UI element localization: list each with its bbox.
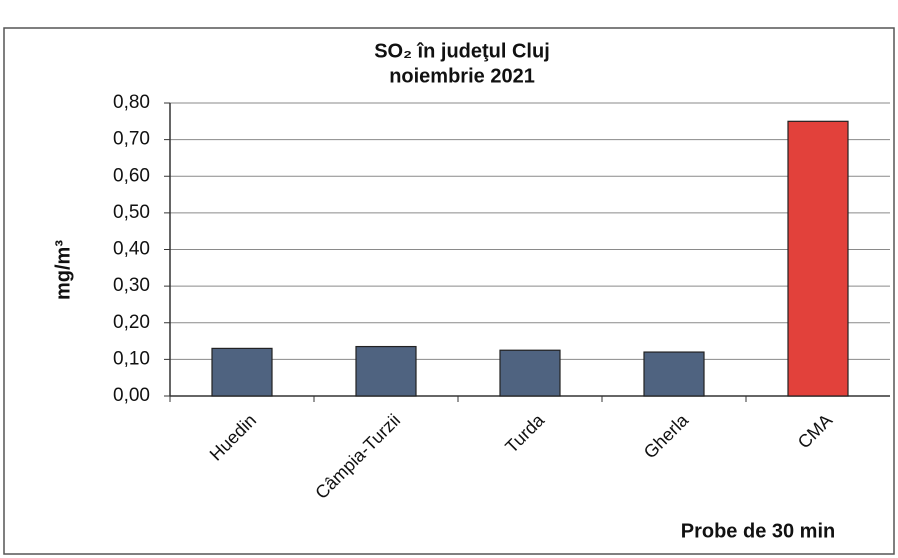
y-tick-label: 0,50 xyxy=(113,202,150,223)
chart-title: SO₂ în judeţul Cluj xyxy=(374,40,550,62)
y-tick-label: 0,30 xyxy=(113,275,150,296)
y-tick-label: 0,60 xyxy=(113,165,150,186)
y-tick-label: 0,20 xyxy=(113,312,150,333)
x-axis-label: Probe de 30 min xyxy=(681,520,836,542)
y-axis-label: mg/m³ xyxy=(52,240,74,300)
bar xyxy=(787,120,849,397)
y-tick-label: 0,40 xyxy=(113,239,150,260)
bar xyxy=(355,345,417,397)
bar xyxy=(499,349,561,397)
y-tick-label: 0,70 xyxy=(113,129,150,150)
y-tick-label: 0,80 xyxy=(113,92,150,113)
chart-subtitle: noiembrie 2021 xyxy=(389,65,535,87)
y-tick-label: 0,00 xyxy=(113,385,150,406)
bar xyxy=(643,351,705,397)
y-tick-label: 0,10 xyxy=(113,348,150,369)
bar xyxy=(211,347,273,397)
chart-frame xyxy=(3,27,895,555)
